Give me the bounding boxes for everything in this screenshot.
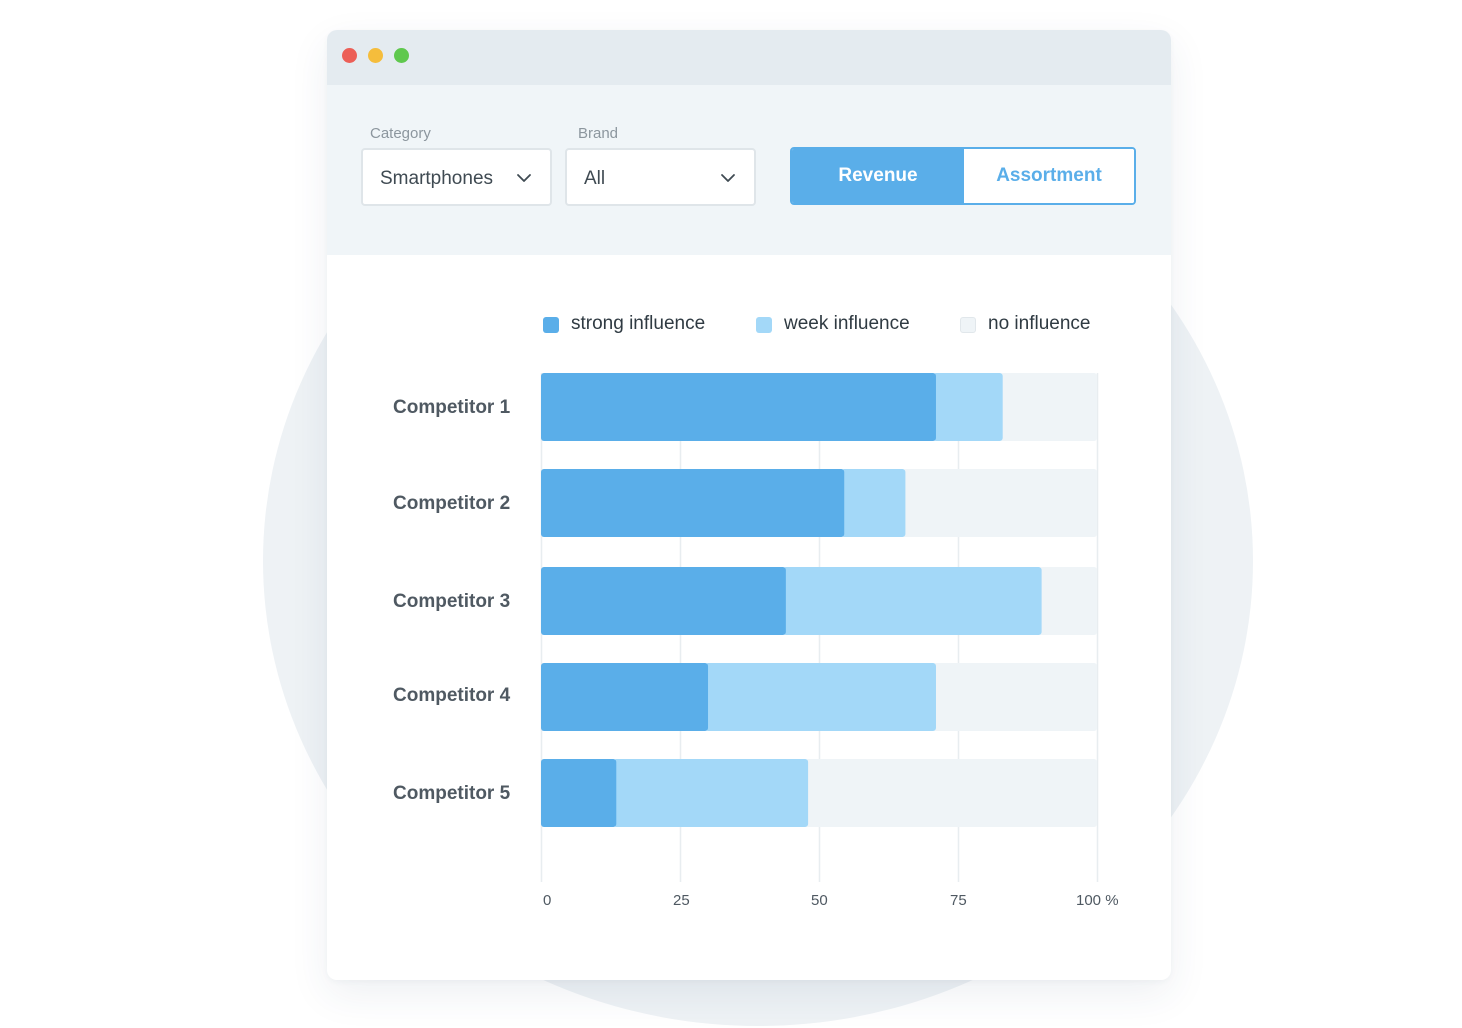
x-tick-label-100: 100 % xyxy=(1076,892,1119,909)
minimize-window-button[interactable] xyxy=(368,48,383,63)
category-label-competitor-3: Competitor 3 xyxy=(393,591,511,612)
bar-strong-competitor-5 xyxy=(541,759,617,827)
brand-value: All xyxy=(584,168,606,189)
bar-week-competitor-3 xyxy=(782,567,1042,635)
brand-label: Brand xyxy=(578,125,619,142)
x-tick-label-0: 0 xyxy=(543,892,552,909)
x-tick-label-75: 75 xyxy=(950,892,967,909)
category-label-competitor-2: Competitor 2 xyxy=(393,493,511,514)
category-label-competitor-1: Competitor 1 xyxy=(393,397,511,418)
bar-strong-competitor-4 xyxy=(541,663,709,731)
bar-week-competitor-2 xyxy=(841,469,906,537)
brand-select[interactable]: All xyxy=(565,148,756,206)
legend-swatch-week xyxy=(756,317,772,333)
legend-swatch-none xyxy=(960,317,976,333)
chevron-down-icon xyxy=(517,174,531,182)
bar-strong-competitor-2 xyxy=(541,469,845,537)
bar-week-competitor-4 xyxy=(705,663,936,731)
influence-bar-chart xyxy=(540,373,1099,882)
bar-none-competitor-1 xyxy=(999,373,1097,441)
bar-none-competitor-3 xyxy=(1038,567,1097,635)
close-window-button[interactable] xyxy=(342,48,357,63)
revenue-tab[interactable]: Revenue xyxy=(792,149,964,203)
bar-strong-competitor-3 xyxy=(541,567,786,635)
category-value: Smartphones xyxy=(380,168,494,189)
bar-none-competitor-2 xyxy=(902,469,1097,537)
title-bar xyxy=(327,30,1171,85)
bar-strong-competitor-1 xyxy=(541,373,936,441)
bar-none-competitor-4 xyxy=(932,663,1097,731)
x-tick-label-25: 25 xyxy=(673,892,690,909)
chevron-down-icon xyxy=(721,174,735,182)
category-label-competitor-4: Competitor 4 xyxy=(393,685,511,706)
bar-week-competitor-5 xyxy=(613,759,809,827)
app-window: Category Smartphones Brand All Revenue A… xyxy=(327,30,1171,980)
legend-label-strong: strong influence xyxy=(571,313,706,334)
x-tick-label-50: 50 xyxy=(811,892,828,909)
category-label-competitor-5: Competitor 5 xyxy=(393,783,511,804)
legend-swatch-strong xyxy=(543,317,559,333)
category-label: Category xyxy=(370,125,431,142)
category-select[interactable]: Smartphones xyxy=(361,148,552,206)
filter-bar: Category Smartphones Brand All Revenue A… xyxy=(327,85,1171,255)
legend-label-week: week influence xyxy=(784,313,910,334)
bar-none-competitor-5 xyxy=(805,759,1097,827)
view-toggle: Revenue Assortment xyxy=(790,147,1136,205)
maximize-window-button[interactable] xyxy=(394,48,409,63)
legend-label-none: no influence xyxy=(988,313,1091,334)
bar-week-competitor-1 xyxy=(932,373,1003,441)
assortment-tab[interactable]: Assortment xyxy=(964,149,1134,203)
